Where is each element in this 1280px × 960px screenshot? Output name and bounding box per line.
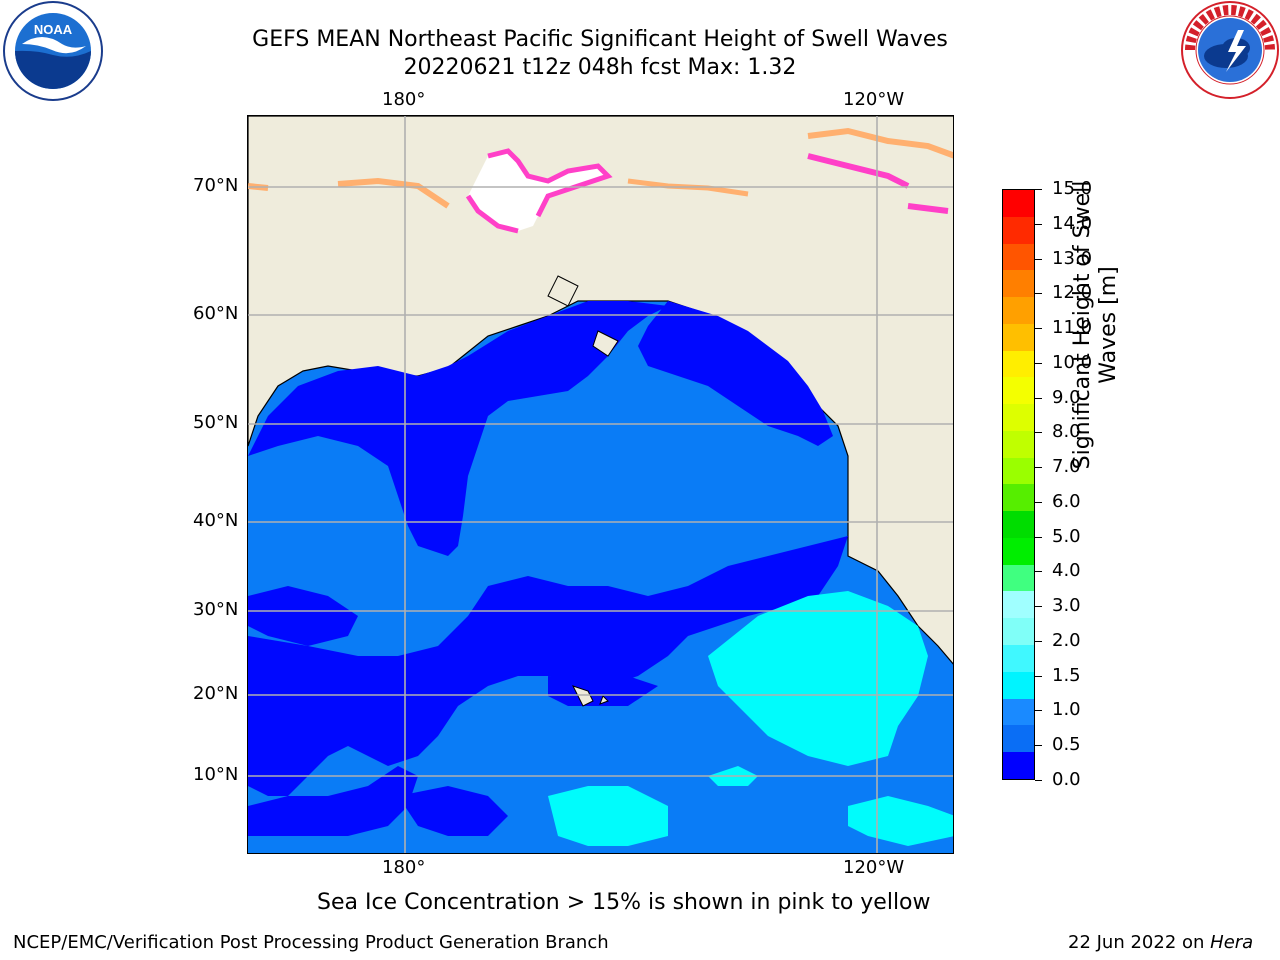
swell-10-15-regions	[548, 591, 953, 846]
colorbar-band	[1003, 564, 1034, 592]
colorbar-band	[1003, 404, 1034, 431]
colorbar-band	[1003, 618, 1034, 646]
swell-map	[248, 116, 953, 853]
colorbar-band	[1003, 270, 1034, 298]
colorbar-tick-label: 15.0	[1052, 178, 1093, 199]
lon-tick-top-120w: 120°W	[843, 89, 905, 110]
chart-title-line1: GEFS MEAN Northeast Pacific Significant …	[252, 27, 948, 52]
lat-tick-50n: 50°N	[193, 412, 239, 433]
colorbar-tick-mark	[1035, 293, 1042, 295]
colorbar-tick-mark	[1035, 675, 1042, 677]
lat-tick-10n: 10°N	[193, 764, 239, 785]
lon-tick-bottom-120w: 120°W	[843, 857, 905, 878]
lat-tick-20n: 20°N	[193, 683, 239, 704]
colorbar-tick-mark	[1035, 501, 1042, 503]
colorbar-tick-mark	[1035, 571, 1042, 573]
colorbar-tick-label: 3.0	[1052, 595, 1081, 617]
colorbar-tick-label: 8.0	[1052, 421, 1081, 443]
colorbar-tick-mark	[1035, 710, 1042, 712]
colorbar-tick-label: 9.0	[1052, 386, 1081, 408]
colorbar-tick-label: 13.0	[1052, 247, 1093, 269]
lon-tick-top-180: 180°	[382, 89, 426, 110]
colorbar-tick-mark	[1035, 780, 1042, 781]
colorbar-tick-mark	[1035, 258, 1042, 260]
colorbar-tick-label: 4.0	[1052, 560, 1081, 582]
run-machine: Hera	[1210, 932, 1254, 953]
lat-tick-60n: 60°N	[193, 303, 239, 324]
colorbar-band	[1003, 752, 1034, 779]
colorbar-tick-label: 11.0	[1052, 317, 1093, 339]
colorbar-tick-mark	[1035, 223, 1042, 225]
colorbar-tick-label: 6.0	[1052, 490, 1081, 512]
lat-tick-30n: 30°N	[193, 599, 239, 620]
colorbar-band	[1003, 216, 1034, 244]
colorbar-tick-mark	[1035, 745, 1042, 747]
colorbar-band	[1003, 350, 1034, 378]
colorbar-tick-mark	[1035, 467, 1042, 469]
colorbar-tick-label: 0.5	[1052, 734, 1081, 756]
noaa-logo-text: NOAA	[34, 22, 73, 37]
colorbar-band	[1003, 537, 1034, 565]
colorbar-tick-mark	[1035, 432, 1042, 434]
colorbar-tick-label: 1.0	[1052, 699, 1081, 721]
colorbar-band	[1003, 457, 1034, 485]
colorbar-band	[1003, 430, 1034, 458]
colorbar-band	[1003, 190, 1034, 217]
lat-tick-40n: 40°N	[193, 510, 239, 531]
colorbar	[1002, 189, 1035, 780]
run-date-text: 22 Jun 2022 on	[1068, 932, 1211, 953]
colorbar-tick-mark	[1035, 397, 1042, 399]
run-date: 22 Jun 2022 on Hera	[1068, 932, 1253, 953]
colorbar-tick-mark	[1035, 189, 1042, 190]
colorbar-band	[1003, 297, 1034, 324]
lon-tick-bottom-180: 180°	[382, 857, 426, 878]
branch-credit: NCEP/EMC/Verification Post Processing Pr…	[13, 932, 609, 953]
colorbar-tick-label: 14.0	[1052, 212, 1093, 234]
colorbar-tick-label: 7.0	[1052, 456, 1081, 478]
chart-title-line2: 20220621 t12z 048h fcst Max: 1.32	[403, 55, 797, 80]
sea-ice-note: Sea Ice Concentration > 15% is shown in …	[317, 890, 931, 915]
colorbar-tick-mark	[1035, 606, 1042, 608]
colorbar-band	[1003, 323, 1034, 351]
coast-islands	[547, 275, 619, 707]
colorbar-tick-label: 1.5	[1052, 664, 1081, 686]
colorbar-band	[1003, 511, 1034, 538]
colorbar-label: Significant Height of Swell Waves [m]	[1070, 180, 1121, 470]
colorbar-band	[1003, 725, 1034, 753]
colorbar-tick-mark	[1035, 640, 1042, 642]
lat-tick-70n: 70°N	[193, 175, 239, 196]
colorbar-band	[1003, 671, 1034, 699]
swell-00-05-regions	[248, 301, 848, 836]
colorbar-tick-label: 10.0	[1052, 351, 1093, 373]
colorbar-band	[1003, 698, 1034, 726]
colorbar-tick-label: 5.0	[1052, 525, 1081, 547]
colorbar-band	[1003, 645, 1034, 672]
colorbar-band	[1003, 591, 1034, 619]
colorbar-tick-mark	[1035, 362, 1042, 364]
colorbar-tick-mark	[1035, 328, 1042, 330]
noaa-logo: NOAA	[2, 0, 104, 102]
colorbar-tick-label: 12.0	[1052, 282, 1093, 304]
colorbar-tick-label: 2.0	[1052, 629, 1081, 651]
map-panel	[247, 115, 954, 854]
colorbar-band	[1003, 243, 1034, 271]
graticule	[248, 116, 953, 853]
colorbar-band	[1003, 484, 1034, 512]
colorbar-tick-label: 0.0	[1052, 769, 1081, 790]
colorbar-band	[1003, 377, 1034, 405]
colorbar-tick-mark	[1035, 536, 1042, 538]
nws-logo	[1180, 0, 1280, 100]
